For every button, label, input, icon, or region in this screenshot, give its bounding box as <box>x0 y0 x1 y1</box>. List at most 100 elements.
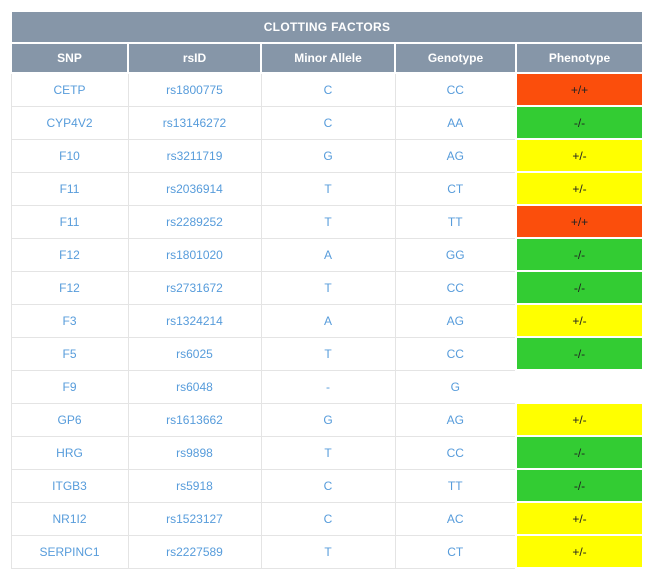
rsid-cell: rs1324214 <box>127 303 262 338</box>
snp-cell: F12 <box>10 237 129 272</box>
column-header-genotype: Genotype <box>394 42 517 74</box>
phenotype-status-cell: -/- <box>514 468 645 503</box>
snp-cell: NR1I2 <box>10 501 129 536</box>
minor-allele-cell: C <box>260 72 396 107</box>
genotype-cell: AG <box>394 303 517 338</box>
table-row: NR1I2 rs1523127 C AC +/- <box>10 501 645 536</box>
minor-allele-cell: T <box>260 171 396 206</box>
table-title-row: CLOTTING FACTORS <box>9 10 645 44</box>
rsid-cell: rs1523127 <box>127 501 262 536</box>
genotype-cell: AA <box>394 105 517 140</box>
table-title: CLOTTING FACTORS <box>9 10 645 44</box>
phenotype-status-cell: -/- <box>514 105 645 140</box>
rsid-cell: rs2731672 <box>127 270 262 305</box>
phenotype-status-cell: +/+ <box>514 72 645 107</box>
table-row: F11 rs2289252 T TT +/+ <box>10 204 645 239</box>
table-row: F12 rs2731672 T CC -/- <box>10 270 645 305</box>
phenotype-status-cell: +/- <box>514 171 645 206</box>
phenotype-status-cell: +/- <box>514 534 645 569</box>
genotype-cell: CC <box>394 270 517 305</box>
table-row: F12 rs1801020 A GG -/- <box>10 237 645 272</box>
genotype-cell: CC <box>394 336 517 371</box>
minor-allele-cell: T <box>260 270 396 305</box>
genotype-cell: CT <box>394 171 517 206</box>
rsid-cell: rs1613662 <box>127 402 262 437</box>
snp-cell: GP6 <box>10 402 129 437</box>
column-header-rsid: rsID <box>127 42 262 74</box>
table-row: F5 rs6025 T CC -/- <box>10 336 645 371</box>
phenotype-status-cell: +/- <box>514 138 645 173</box>
table-row: F10 rs3211719 G AG +/- <box>10 138 645 173</box>
snp-cell: F3 <box>10 303 129 338</box>
rsid-cell: rs13146272 <box>127 105 262 140</box>
genotype-cell: TT <box>394 468 517 503</box>
rsid-cell: rs1800775 <box>127 72 262 107</box>
table-row: CETP rs1800775 C CC +/+ <box>10 72 645 107</box>
snp-cell: F10 <box>10 138 129 173</box>
snp-cell: F11 <box>10 204 129 239</box>
rsid-cell: rs6048 <box>127 369 262 404</box>
minor-allele-cell: A <box>260 237 396 272</box>
rsid-cell: rs6025 <box>127 336 262 371</box>
rsid-cell: rs1801020 <box>127 237 262 272</box>
minor-allele-cell: G <box>260 138 396 173</box>
phenotype-status-cell: +/+ <box>514 204 645 239</box>
table-body: CETP rs1800775 C CC +/+ CYP4V2 rs13146272 C AA -/… <box>10 72 645 569</box>
snp-cell: F12 <box>10 270 129 305</box>
phenotype-status-cell: -/- <box>514 336 645 371</box>
genotype-cell: AC <box>394 501 517 536</box>
table-row: F11 rs2036914 T CT +/- <box>10 171 645 206</box>
rsid-cell: rs3211719 <box>127 138 262 173</box>
minor-allele-cell: T <box>260 435 396 470</box>
phenotype-status-cell: -/- <box>514 435 645 470</box>
genotype-cell: TT <box>394 204 517 239</box>
phenotype-status-cell <box>514 369 645 404</box>
minor-allele-cell: C <box>260 501 396 536</box>
column-header-phenotype: Phenotype <box>514 42 645 74</box>
clotting-factors-table: CLOTTING FACTORS SNP rsID Minor Allele Geno… <box>9 10 645 569</box>
rsid-cell: rs2036914 <box>127 171 262 206</box>
column-header-minor-allele: Minor Allele <box>260 42 396 74</box>
snp-cell: ITGB3 <box>10 468 129 503</box>
phenotype-status-cell: -/- <box>514 237 645 272</box>
table-header: CLOTTING FACTORS SNP rsID Minor Allele Geno… <box>9 10 645 74</box>
minor-allele-cell: T <box>260 534 396 569</box>
phenotype-status-cell: +/- <box>514 501 645 536</box>
minor-allele-cell: C <box>260 105 396 140</box>
table-row: F9 rs6048- G <box>10 369 645 404</box>
minor-allele-cell: T <box>260 204 396 239</box>
rsid-cell: rs2227589 <box>127 534 262 569</box>
column-header-row: SNP rsID Minor Allele Genotype Phenotype <box>10 42 645 74</box>
snp-cell: CYP4V2 <box>10 105 129 140</box>
snp-cell: F11 <box>10 171 129 206</box>
phenotype-status-cell: -/- <box>514 270 645 305</box>
table-row: HRG rs9898 T CC -/- <box>10 435 645 470</box>
genotype-cell: CC <box>394 72 517 107</box>
snp-cell: CETP <box>10 72 129 107</box>
column-header-snp: SNP <box>10 42 129 74</box>
genotype-cell: CT <box>394 534 517 569</box>
table-row: SERPINC1 rs2227589 T CT +/- <box>10 534 645 569</box>
snp-cell: F9 <box>10 369 129 404</box>
minor-allele-cell: G <box>260 402 396 437</box>
snp-cell: SERPINC1 <box>10 534 129 569</box>
rsid-cell: rs5918 <box>127 468 262 503</box>
table-row: CYP4V2 rs13146272 C AA -/- <box>10 105 645 140</box>
rsid-cell: rs9898 <box>127 435 262 470</box>
phenotype-status-cell: +/- <box>514 303 645 338</box>
phenotype-status-cell: +/- <box>514 402 645 437</box>
minor-allele-cell: A <box>260 303 396 338</box>
genotype-cell: AG <box>394 402 517 437</box>
minor-allele-cell: - <box>260 369 396 404</box>
table-row: ITGB3 rs5918 C TT -/- <box>10 468 645 503</box>
genotype-cell: AG <box>394 138 517 173</box>
genotype-cell: CC <box>394 435 517 470</box>
genotype-cell: G <box>394 369 517 404</box>
genotype-cell: GG <box>394 237 517 272</box>
table-row: F3 rs1324214 A AG +/- <box>10 303 645 338</box>
minor-allele-cell: C <box>260 468 396 503</box>
rsid-cell: rs2289252 <box>127 204 262 239</box>
minor-allele-cell: T <box>260 336 396 371</box>
table-row: GP6 rs1613662 G AG +/- <box>10 402 645 437</box>
